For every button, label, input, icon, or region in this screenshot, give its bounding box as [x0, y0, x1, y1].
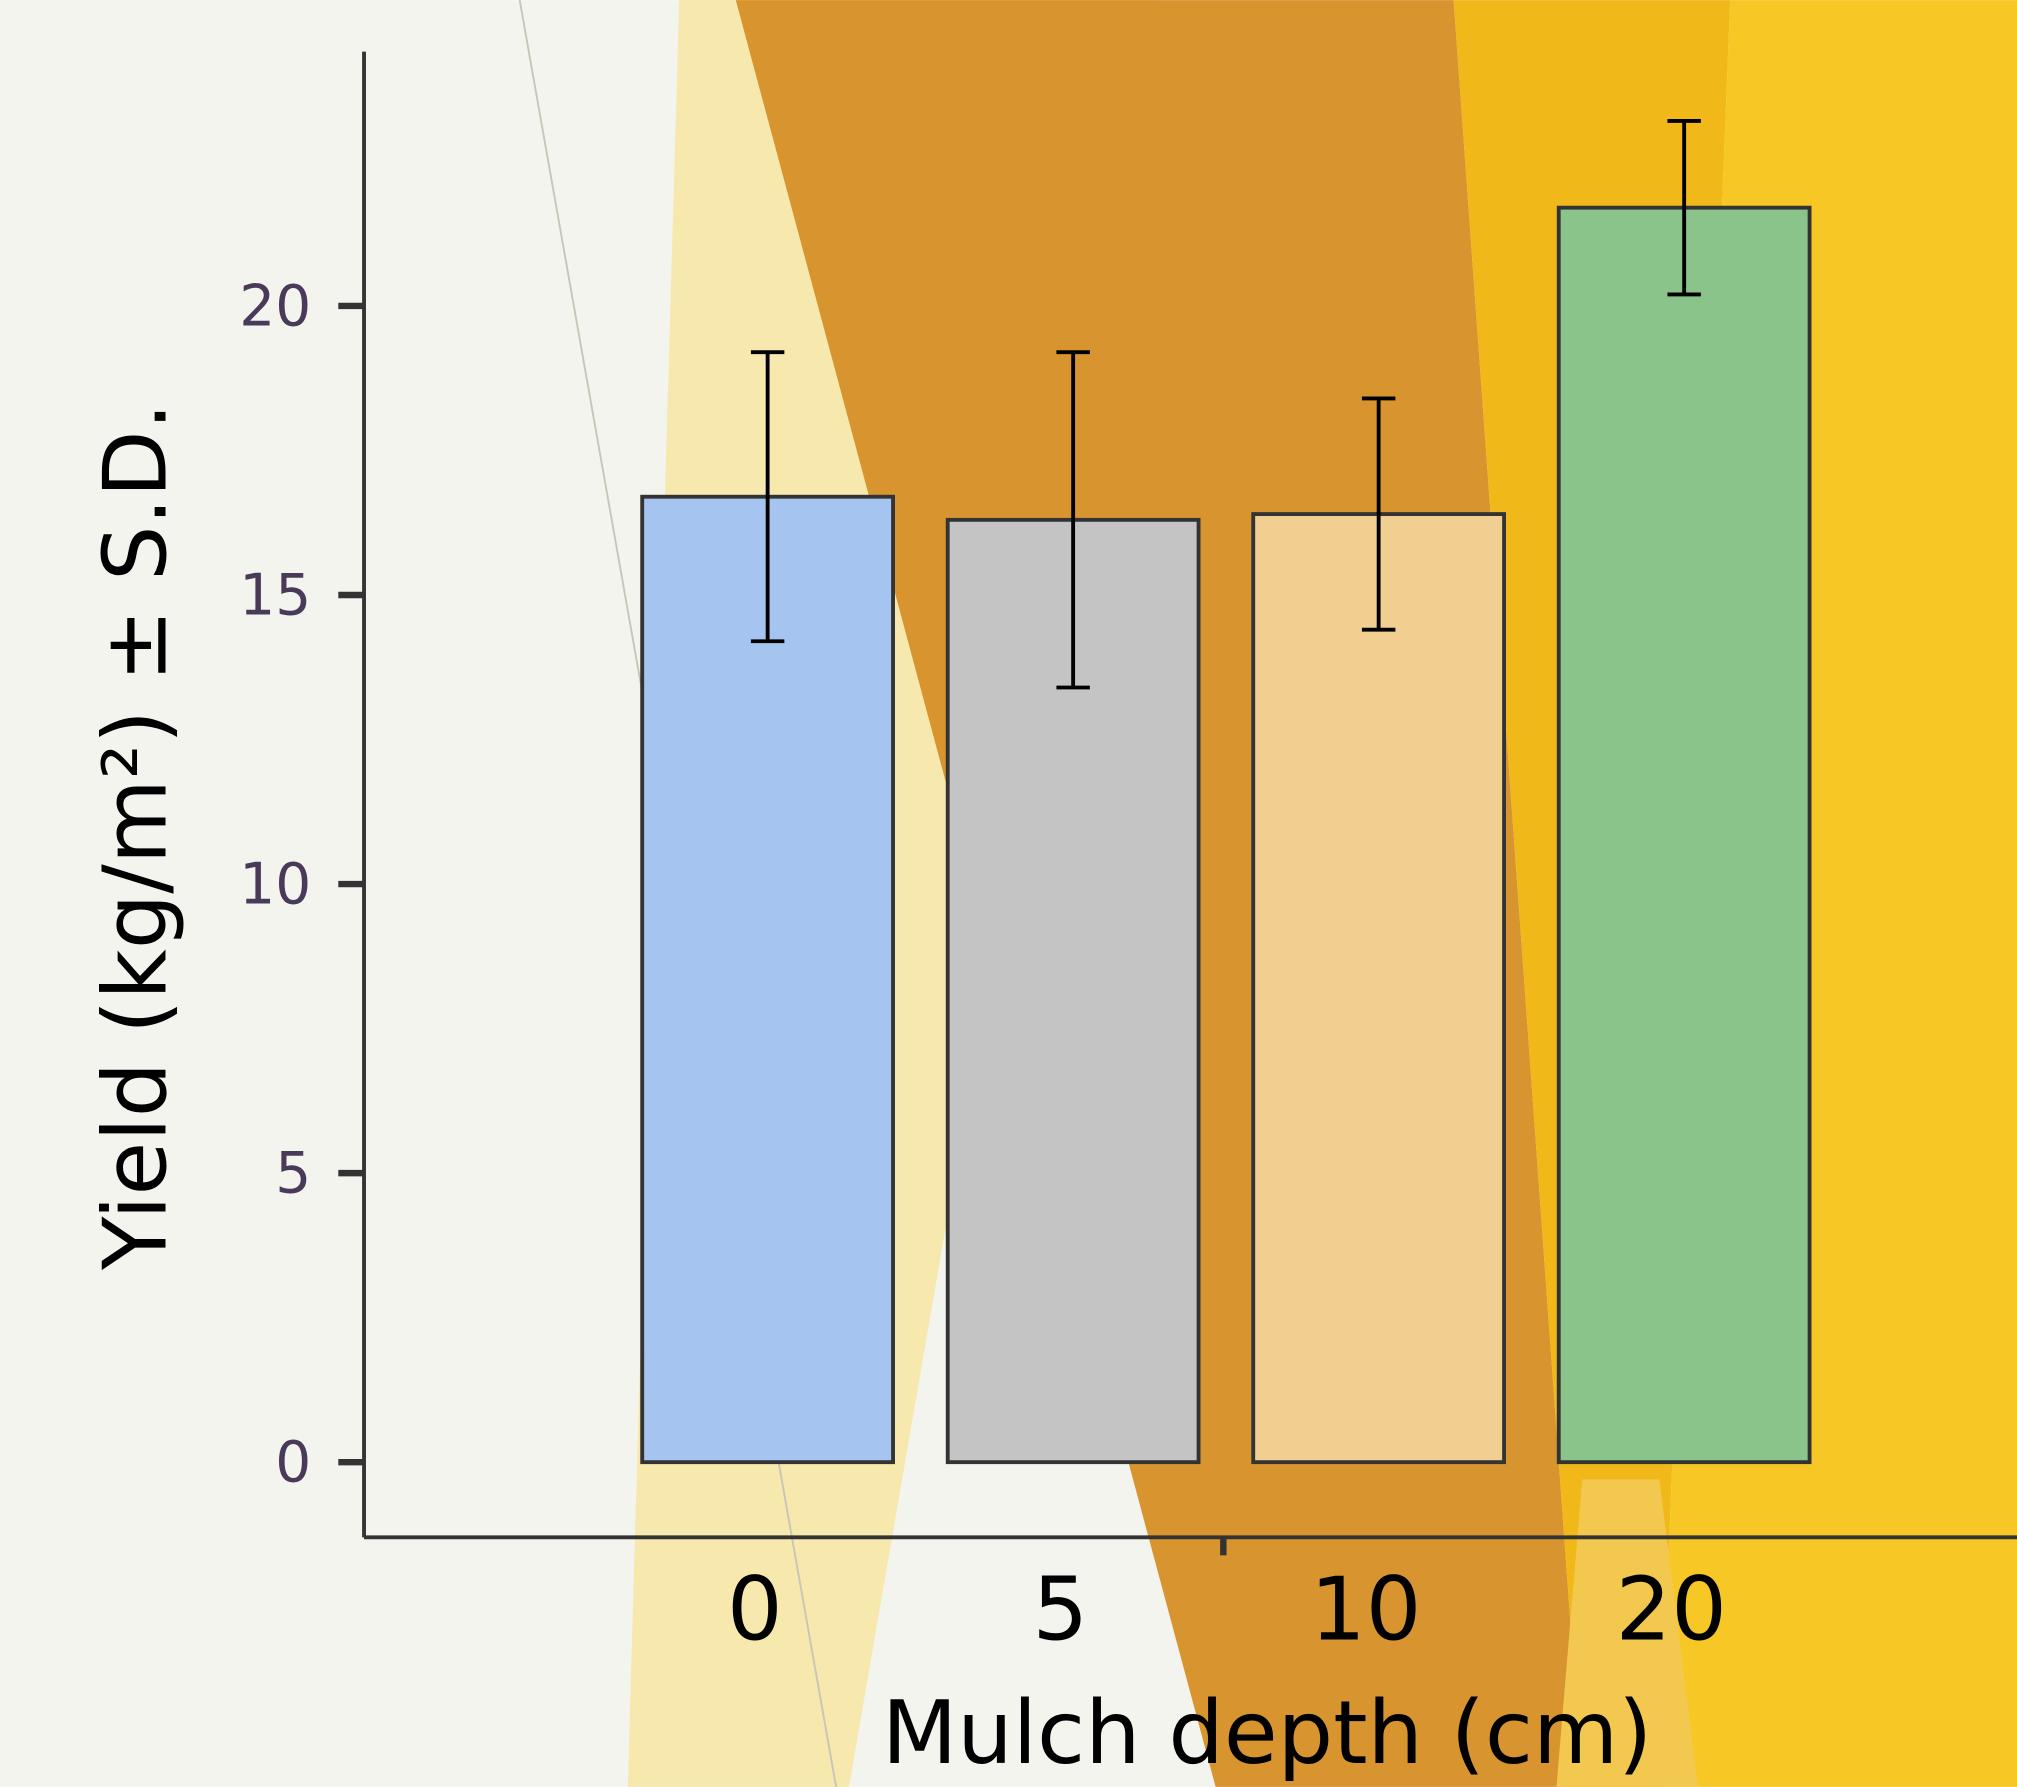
x-tick-label: 0 [727, 1559, 783, 1661]
y-tick-label: 15 [239, 562, 311, 628]
y-tick-label: 20 [239, 273, 311, 339]
y-tick-label: 5 [275, 1141, 311, 1207]
chart: Mulch depth (cm) Yield (kg/m²) ± S.D. 0 5… [0, 0, 2017, 1787]
y-tick-label: 0 [275, 1430, 311, 1496]
y-tick-label: 10 [239, 852, 311, 918]
x-axis-title: Mulch depth (cm) [882, 1682, 1652, 1784]
x-tick-label: 20 [1616, 1559, 1727, 1661]
x-tick-label: 5 [1032, 1559, 1088, 1661]
bar [1559, 208, 1810, 1462]
x-tick-label: 10 [1310, 1559, 1421, 1661]
page: Mulch depth (cm) Yield (kg/m²) ± S.D. 0 5… [0, 0, 2017, 1787]
bar [1253, 514, 1504, 1462]
y-axis-title: Yield (kg/m²) ± S.D. [84, 402, 186, 1271]
